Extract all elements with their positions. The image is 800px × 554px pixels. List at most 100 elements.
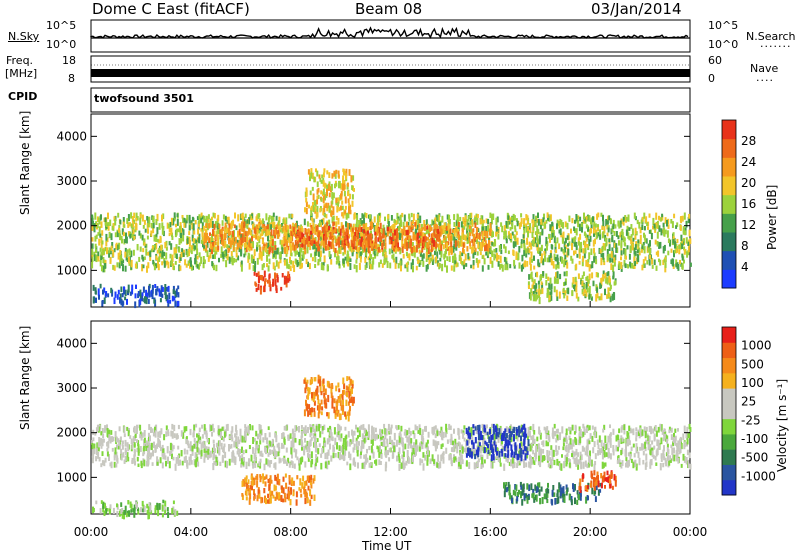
data-cell-power bbox=[337, 198, 340, 204]
data-cell-power bbox=[468, 236, 471, 241]
data-cell-power bbox=[424, 236, 427, 243]
data-cell-power bbox=[245, 243, 247, 248]
data-cell-power bbox=[355, 241, 358, 246]
data-cell-power bbox=[142, 264, 145, 269]
data-cell-power bbox=[263, 226, 266, 232]
data-cell-power bbox=[97, 251, 100, 257]
data-cell-power bbox=[368, 234, 370, 241]
data-cell-power bbox=[323, 168, 326, 173]
data-cell-power bbox=[681, 243, 684, 249]
data-cell-power bbox=[288, 237, 291, 243]
data-cell-velocity bbox=[349, 463, 352, 471]
data-cell-velocity bbox=[100, 463, 103, 468]
data-cell-power bbox=[536, 242, 539, 248]
data-cell-power bbox=[116, 244, 119, 251]
data-cell-power bbox=[553, 276, 556, 284]
data-cell-power bbox=[243, 227, 246, 235]
data-cell-power bbox=[300, 240, 303, 247]
data-cell-power bbox=[320, 197, 323, 202]
data-cell-power bbox=[283, 230, 286, 237]
data-cell-power bbox=[299, 261, 302, 266]
data-cell-velocity bbox=[380, 449, 383, 454]
data-cell-power bbox=[139, 294, 142, 301]
data-cell-velocity bbox=[165, 431, 168, 437]
data-cell-power bbox=[312, 205, 315, 213]
data-cell-velocity bbox=[386, 438, 389, 444]
data-cell-power bbox=[458, 254, 461, 262]
data-cell-power bbox=[452, 255, 454, 263]
data-cell-power bbox=[160, 244, 163, 251]
data-cell-power bbox=[124, 265, 127, 272]
nsearch-tick-low: 10^0 bbox=[708, 38, 739, 51]
data-cell-velocity bbox=[265, 458, 268, 465]
data-cell-velocity bbox=[107, 441, 110, 449]
data-cell-power bbox=[188, 236, 191, 244]
data-cell-power bbox=[491, 250, 494, 256]
data-cell-power bbox=[325, 234, 328, 240]
data-cell-power bbox=[453, 265, 456, 272]
data-cell-velocity bbox=[429, 458, 432, 464]
data-cell-power bbox=[310, 230, 312, 235]
data-cell-power bbox=[252, 223, 254, 230]
data-cell-power bbox=[681, 256, 684, 261]
data-cell-power bbox=[124, 289, 127, 297]
data-cell-power bbox=[459, 235, 462, 244]
data-cell-power bbox=[530, 251, 533, 259]
data-cell-power bbox=[663, 227, 666, 234]
data-cell-power bbox=[562, 248, 565, 254]
data-cell-power bbox=[343, 243, 346, 249]
data-cell-velocity bbox=[542, 449, 545, 454]
data-cell-power bbox=[643, 212, 646, 219]
data-cell-power bbox=[602, 252, 605, 260]
data-cell-power bbox=[319, 256, 322, 262]
data-cell-power bbox=[269, 236, 272, 240]
data-cell-power bbox=[338, 260, 341, 266]
data-cell-velocity bbox=[603, 451, 606, 458]
data-cell-velocity bbox=[463, 437, 466, 442]
colorbar-swatch-power bbox=[722, 120, 736, 140]
data-cell-power bbox=[322, 193, 325, 199]
data-cell-velocity bbox=[408, 439, 411, 446]
data-cell-velocity bbox=[271, 449, 274, 455]
data-cell-velocity bbox=[352, 436, 355, 442]
data-cell-power bbox=[257, 276, 260, 283]
data-cell-power bbox=[496, 216, 499, 223]
data-cell-power bbox=[503, 225, 506, 231]
data-cell-power bbox=[284, 246, 287, 254]
data-cell-power bbox=[118, 230, 121, 238]
data-cell-velocity bbox=[219, 461, 222, 466]
data-cell-velocity bbox=[586, 449, 589, 457]
data-cell-power bbox=[235, 252, 238, 258]
data-cell-velocity bbox=[313, 435, 316, 443]
data-cell-power bbox=[95, 234, 98, 240]
data-cell-velocity bbox=[406, 450, 409, 458]
data-cell-power bbox=[201, 228, 204, 233]
data-cell-power bbox=[216, 235, 219, 241]
data-cell-power bbox=[177, 285, 180, 290]
data-cell-power bbox=[134, 263, 137, 269]
data-cell-power bbox=[529, 257, 532, 265]
data-cell-velocity bbox=[580, 463, 583, 470]
data-cell-power bbox=[492, 231, 494, 238]
data-cell-power bbox=[344, 196, 347, 204]
data-cell-power bbox=[313, 200, 316, 206]
data-cell-velocity bbox=[361, 463, 364, 469]
data-cell-velocity bbox=[324, 461, 327, 469]
data-cell-power bbox=[395, 237, 398, 243]
data-cell-power bbox=[495, 217, 498, 225]
data-cell-power bbox=[213, 242, 216, 247]
data-cell-power bbox=[409, 225, 412, 230]
data-cell-velocity bbox=[685, 457, 688, 465]
data-cell-velocity bbox=[408, 427, 411, 435]
data-cell-velocity bbox=[293, 448, 296, 453]
data-cell-power bbox=[579, 233, 582, 240]
data-cell-power bbox=[372, 257, 375, 265]
data-cell-power bbox=[500, 263, 503, 269]
data-cell-power bbox=[134, 301, 137, 309]
data-cell-velocity bbox=[291, 436, 294, 443]
data-cell-power bbox=[463, 249, 466, 255]
data-cell-power bbox=[689, 262, 692, 267]
data-cell-velocity bbox=[185, 426, 188, 432]
data-cell-power bbox=[586, 234, 589, 240]
data-cell-power bbox=[102, 249, 105, 255]
